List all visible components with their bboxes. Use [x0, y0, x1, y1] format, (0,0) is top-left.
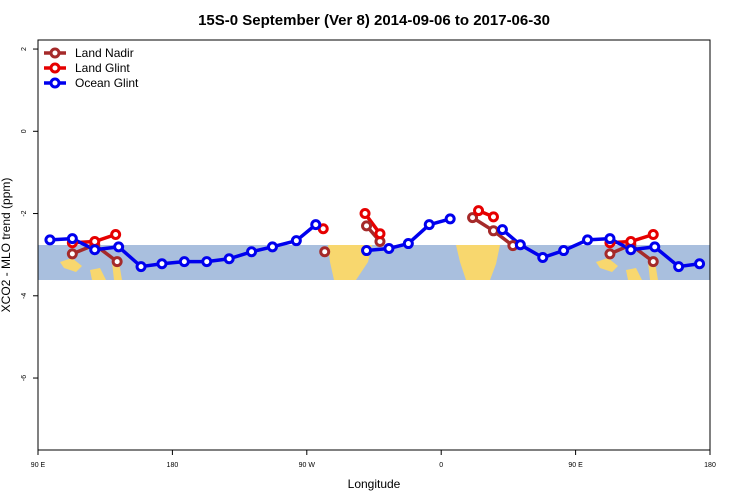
- data-point: [266, 241, 278, 253]
- data-point: [290, 235, 302, 247]
- plot-frame: [37, 39, 711, 451]
- x-tick-label: 0: [439, 462, 443, 469]
- data-point: [694, 258, 706, 270]
- data-point: [604, 248, 616, 260]
- x-tick-label: 90 W: [299, 462, 316, 469]
- data-point: [402, 238, 414, 250]
- data-point: [604, 233, 616, 245]
- x-tick-label: 180: [167, 462, 179, 469]
- data-point: [673, 261, 685, 273]
- data-point: [487, 211, 499, 223]
- data-point: [625, 244, 637, 256]
- legend-label: Ocean Glint: [75, 76, 139, 90]
- plot-area: [44, 205, 706, 273]
- y-axis-label: XCO2 - MLO trend (ppm): [0, 178, 13, 313]
- x-tick-label: 90 E: [568, 462, 583, 469]
- chart-title: 15S-0 September (Ver 8) 2014-09-06 to 20…: [198, 12, 550, 29]
- data-point: [383, 242, 395, 254]
- x-tick-label: 180: [704, 462, 716, 469]
- data-point: [537, 252, 549, 264]
- data-point: [514, 239, 526, 251]
- data-point: [361, 245, 373, 257]
- data-point: [113, 241, 125, 253]
- data-point: [487, 225, 499, 237]
- x-tick-label: 90 E: [31, 462, 46, 469]
- legend-marker: [49, 47, 61, 59]
- data-point: [647, 229, 659, 241]
- data-point: [223, 253, 235, 265]
- data-point: [156, 258, 168, 270]
- data-point: [246, 246, 258, 258]
- y-tick-label: 2: [21, 47, 28, 51]
- legend-marker: [49, 62, 61, 74]
- data-point: [496, 224, 508, 236]
- data-point: [558, 245, 570, 257]
- data-point: [374, 228, 386, 240]
- data-point: [135, 261, 147, 273]
- data-point: [178, 256, 190, 268]
- data-point: [111, 256, 123, 268]
- data-point: [201, 256, 213, 268]
- y-tick-label: -2: [21, 210, 28, 216]
- data-point: [319, 246, 331, 258]
- legend-label: Land Nadir: [75, 46, 134, 60]
- data-point: [44, 234, 56, 246]
- y-tick-label: -4: [21, 293, 28, 299]
- data-point: [66, 248, 78, 260]
- data-point: [66, 233, 78, 245]
- data-point: [423, 219, 435, 231]
- data-point: [110, 229, 122, 241]
- data-point: [649, 241, 661, 253]
- data-point: [89, 244, 101, 256]
- x-axis-label: Longitude: [348, 477, 401, 491]
- data-point: [310, 219, 322, 231]
- legend-label: Land Glint: [75, 61, 130, 75]
- data-point: [359, 208, 371, 220]
- y-tick-label: -6: [21, 375, 28, 381]
- data-point: [473, 205, 485, 217]
- y-tick-label: 0: [21, 129, 28, 133]
- data-point: [647, 256, 659, 268]
- data-point: [467, 212, 479, 224]
- data-point: [582, 234, 594, 246]
- legend-marker: [49, 77, 61, 89]
- data-point: [361, 220, 373, 232]
- data-point: [444, 213, 456, 225]
